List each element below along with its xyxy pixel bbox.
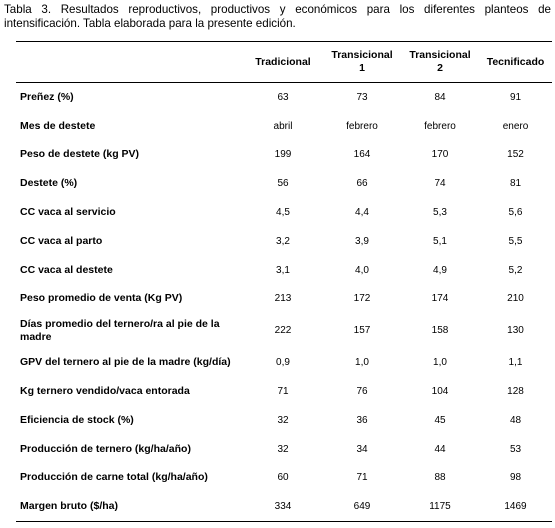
table-cell: 1469 [479,492,552,523]
table-cell: 44 [434,443,446,455]
row-label: Peso promedio de venta (Kg PV) [20,292,183,305]
table-row: Margen bruto ($/ha) 334 649 1175 1469 [16,492,552,523]
row-label: Peso de destete (kg PV) [20,148,140,161]
table-cell: 164 [353,149,371,161]
table-cell: 152 [507,149,524,161]
table-cell: 158 [431,325,449,337]
table-row: Producción de carne total (kg/ha/año) 60 7… [16,464,552,493]
header-tecnificado: Tecnificado [479,41,552,83]
table-cell: 3,9 [355,235,369,247]
table-cell: 199 [274,149,292,161]
table-row: Kg ternero vendido/vaca entorada 71 76 104 1… [16,377,552,406]
table-cell: 104 [431,386,449,398]
table-cell: 649 [323,492,401,523]
table-cell: 1,1 [508,357,523,369]
table-cell: 88 [434,472,446,484]
table-row: CC vaca al servicio 4,5 4,4 5,3 5,6 [16,198,552,227]
table-cell: 91 [509,91,522,103]
results-table: Tradicional Transicional 1 Transicional 2 … [16,41,552,523]
table-cell: enero [502,120,529,132]
row-label: Producción de ternero (kg/ha/año) [20,442,191,455]
row-label: CC vaca al destete [20,263,113,276]
table-cell: 5,5 [508,235,523,247]
table-row: CC vaca al parto 3,2 3,9 5,1 5,5 [16,227,552,256]
table-cell: 4,9 [433,264,447,276]
table-cell: 5,1 [433,235,447,247]
table-cell: 4,4 [355,207,369,219]
row-label: Mes de destete [20,119,96,132]
table-cell: 0,9 [276,357,290,369]
table-cell: 32 [277,414,289,426]
row-label: Días promedio del ternero/ra al pie de l… [20,317,220,343]
table-row: Destete (%) 56 66 74 81 [16,169,552,198]
table-cell: 130 [507,325,524,337]
table-cell: 45 [434,414,446,426]
row-label: Destete (%) [20,177,78,190]
table-cell: 36 [356,414,368,426]
table-cell: 210 [507,293,524,305]
table-cell: 66 [356,178,368,190]
table-caption: Tabla 3. Resultados reproductivos, produ… [4,3,551,30]
row-label: Producción de carne total (kg/ha/año) [20,471,208,484]
table-cell: 84 [434,91,446,103]
table-cell: 334 [243,492,323,523]
table-cell: febrero [346,120,378,132]
row-label: Preñez (%) [20,90,74,103]
table-cell: 172 [353,293,371,305]
header-row: Tradicional Transicional 1 Transicional 2 … [16,41,552,83]
table-cell: 73 [356,91,368,103]
table-row: GPV del ternero al pie de la madre (kg/d… [16,348,552,377]
table-cell: 53 [509,443,522,455]
table-cell: 1,0 [355,357,369,369]
table-cell: 5,6 [508,207,523,219]
header-empty [16,41,243,83]
table-row: Mes de destete abril febrero febrero enero [16,112,552,141]
table-cell: 5,2 [508,264,523,276]
table-cell: 63 [277,91,289,103]
table-cell: 1175 [401,492,479,523]
table-cell: abril [273,120,293,132]
table-cell: 157 [353,325,371,337]
header-transicional-2: Transicional 2 [401,41,479,83]
table-cell: 98 [509,472,522,484]
table-cell: 4,0 [355,264,369,276]
table-cell: 60 [277,472,289,484]
table-row: Días promedio del ternero/ra al pie de l… [16,313,552,348]
table-cell: 56 [277,178,289,190]
row-label: Margen bruto ($/ha) [16,492,243,523]
table-cell: 174 [431,293,449,305]
header-tradicional: Tradicional [243,41,323,83]
table-cell: 81 [509,178,522,190]
table-cell: 71 [277,386,289,398]
table-cell: 48 [509,414,522,426]
row-label: CC vaca al parto [20,234,103,247]
table-cell: 32 [277,443,289,455]
table-cell: 34 [356,443,368,455]
table-row: Preñez (%) 63 73 84 91 [16,83,552,112]
table-row: Producción de ternero (kg/ha/año) 32 34 44 5… [16,435,552,464]
table-row: Peso promedio de venta (Kg PV) 213 172 174 2… [16,285,552,314]
row-label: CC vaca al servicio [20,206,116,219]
table-cell: 222 [274,325,292,337]
row-label: Eficiencia de stock (%) [20,413,134,426]
header-transicional-1: Transicional 1 [323,41,401,83]
table-cell: 74 [434,178,446,190]
table-row: CC vaca al destete 3,1 4,0 4,9 5,2 [16,256,552,285]
table-cell: 76 [356,386,368,398]
table-cell: 1,0 [433,357,447,369]
table-cell: 3,1 [276,264,290,276]
table-cell: 4,5 [276,207,290,219]
table-cell: 170 [431,149,449,161]
table-row: Eficiencia de stock (%) 32 36 45 48 [16,406,552,435]
table-cell: 213 [274,293,292,305]
table-body: Preñez (%) 63 73 84 91 Mes de destete abril feb… [16,83,552,523]
table-cell: 3,2 [276,235,290,247]
table-cell: 71 [356,472,368,484]
table-cell: 128 [507,386,524,398]
table-cell: 5,3 [433,207,447,219]
row-label: Kg ternero vendido/vaca entorada [20,385,190,398]
row-label: GPV del ternero al pie de la madre (kg/d… [20,356,231,369]
table-row: Peso de destete (kg PV) 199 164 170 152 [16,141,552,170]
table-cell: febrero [424,120,456,132]
